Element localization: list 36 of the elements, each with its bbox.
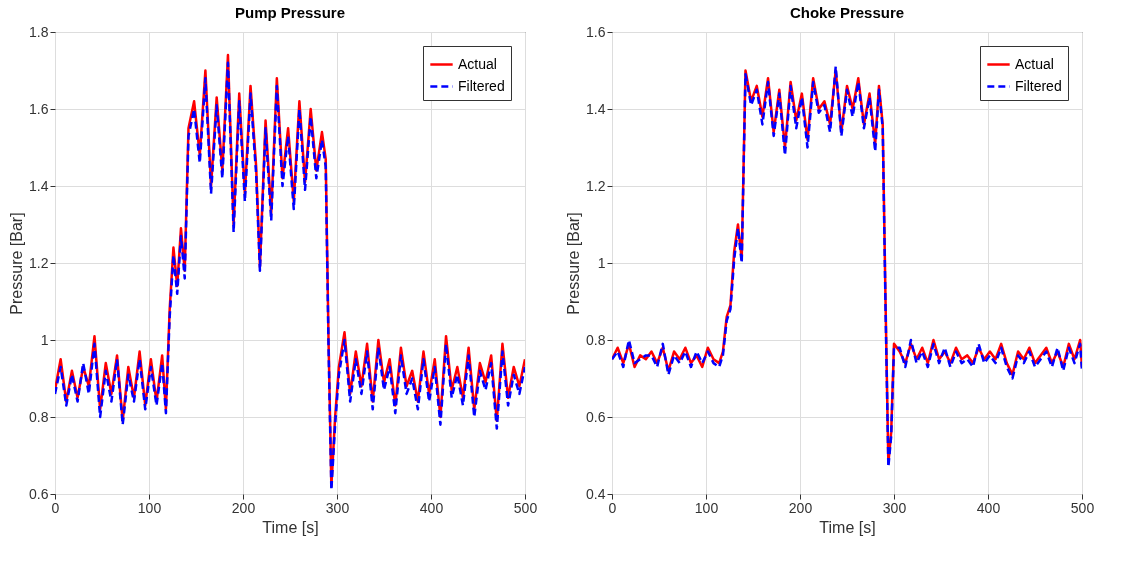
x-axis-title: Time [s] <box>819 518 876 536</box>
y-tick-label: 1.2 <box>29 254 49 271</box>
y-tick-label: 0.6 <box>586 408 606 425</box>
x-tick-label: 200 <box>231 499 256 516</box>
y-tick-label: 1.6 <box>586 23 606 40</box>
y-tick-label: 1 <box>597 254 606 271</box>
y-tick-label: 0.8 <box>586 331 606 348</box>
legend-label: Filtered <box>1015 77 1062 94</box>
y-tick-label: 0.4 <box>586 485 606 502</box>
x-tick-label: 300 <box>882 499 907 516</box>
y-tick-label: 0.8 <box>29 408 49 425</box>
y-axis-title: Pressure [Bar] <box>565 212 583 315</box>
chart-title: Pump Pressure <box>234 4 346 21</box>
x-tick-label: 300 <box>325 499 350 516</box>
y-tick-label: 0.6 <box>29 485 49 502</box>
x-axis-title: Time [s] <box>262 518 319 536</box>
y-tick-label: 1.6 <box>29 100 49 117</box>
x-tick-label: 0 <box>51 499 60 516</box>
legend-label: Filtered <box>458 77 505 94</box>
x-tick-label: 500 <box>513 499 538 516</box>
x-tick-label: 400 <box>976 499 1001 516</box>
legend-label: Actual <box>458 55 497 72</box>
y-tick-label: 1.2 <box>586 177 606 194</box>
y-tick-label: 1.4 <box>586 100 606 117</box>
x-tick-label: 400 <box>419 499 444 516</box>
x-tick-label: 200 <box>788 499 813 516</box>
y-tick-label: 1.4 <box>29 177 49 194</box>
y-tick-label: 1 <box>40 331 49 348</box>
y-tick-label: 1.8 <box>29 23 49 40</box>
x-tick-label: 500 <box>1070 499 1095 516</box>
y-axis-title: Pressure [Bar] <box>8 212 26 315</box>
x-tick-label: 100 <box>694 499 719 516</box>
x-tick-label: 0 <box>608 499 617 516</box>
chart-title: Choke Pressure <box>789 4 905 21</box>
x-tick-label: 100 <box>137 499 162 516</box>
legend-label: Actual <box>1015 55 1054 72</box>
